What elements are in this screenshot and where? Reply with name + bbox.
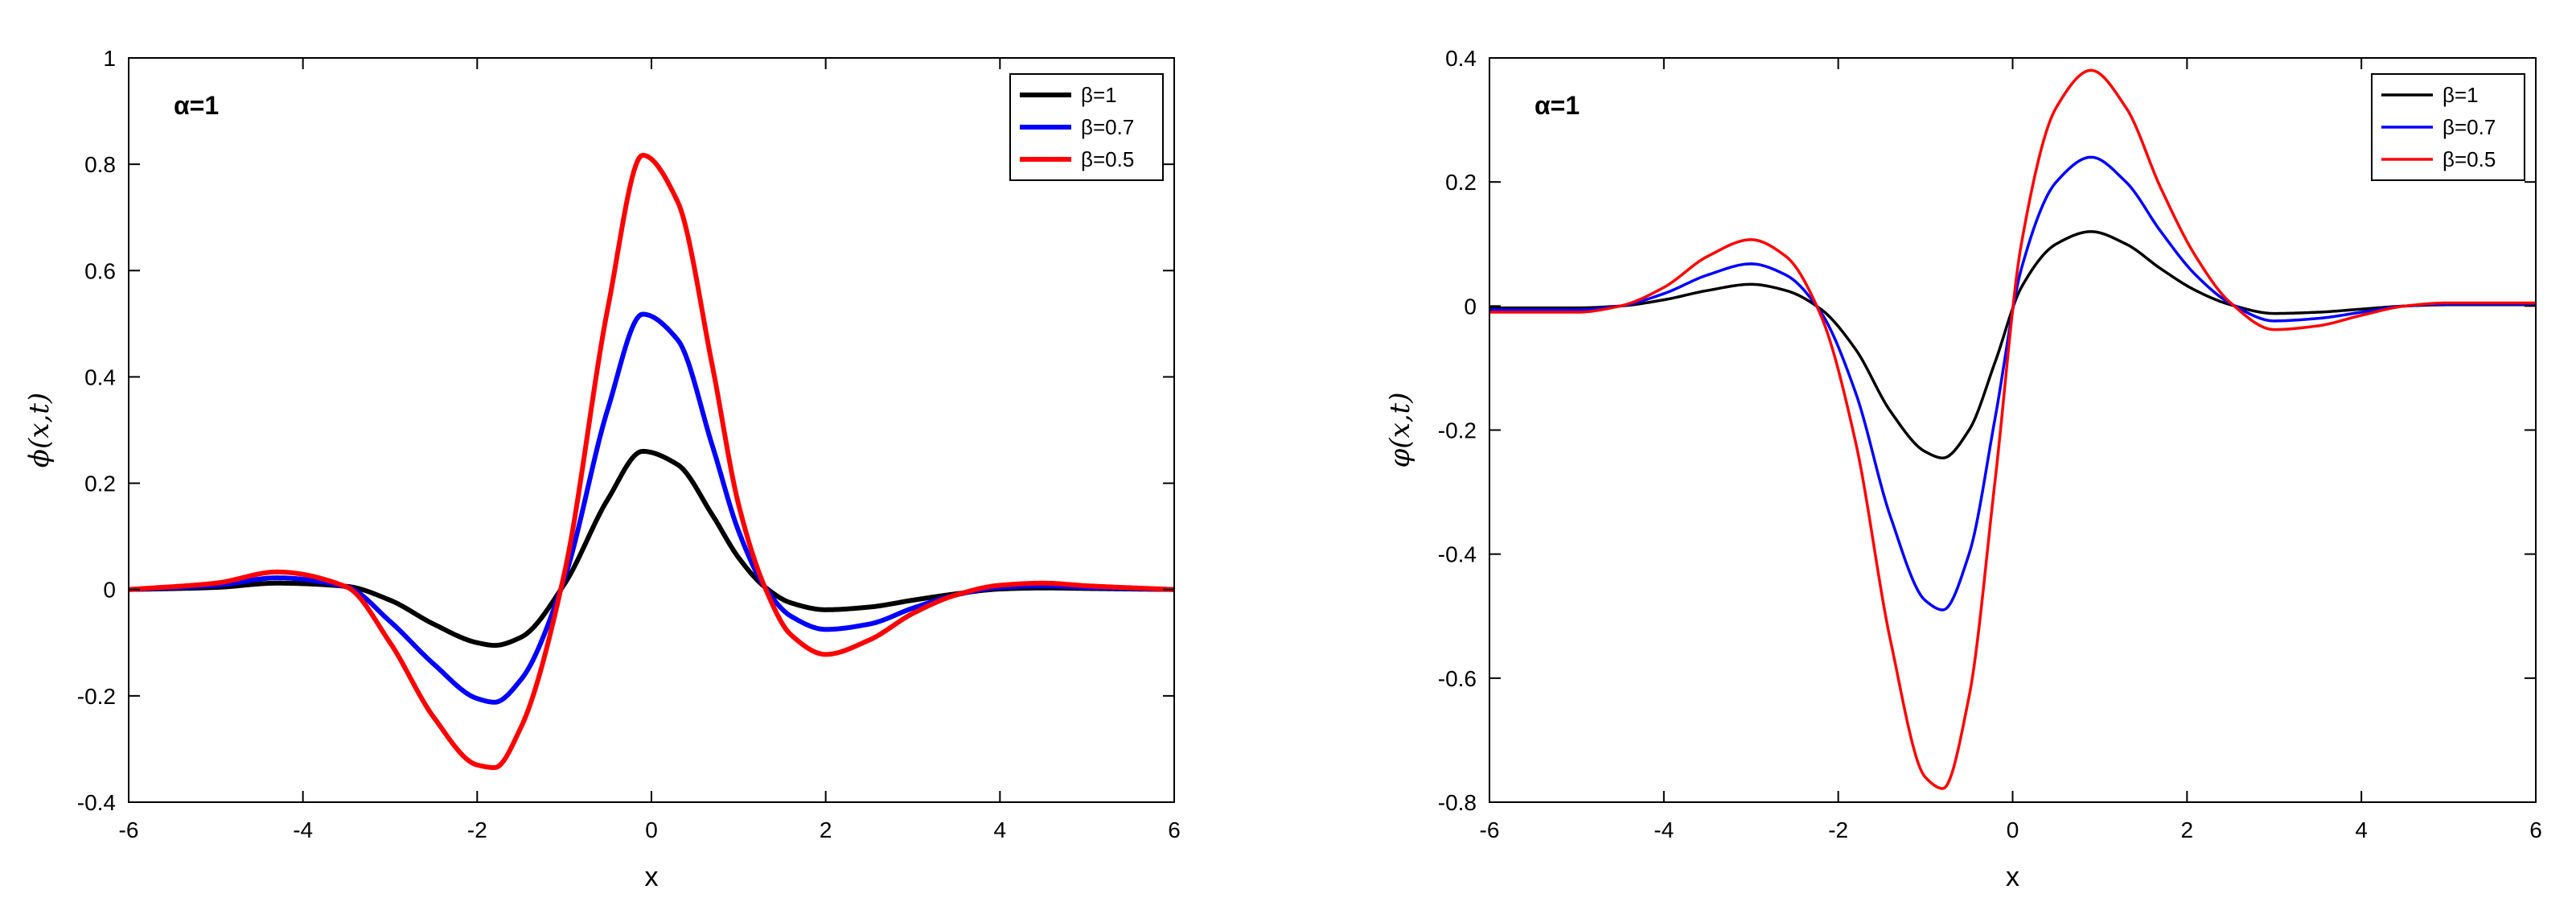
legend: β=1 β=0.7 β=0.5: [1009, 73, 1164, 181]
y-tick-label: 0.4: [1445, 46, 1477, 71]
y-tick-label: 0.6: [84, 258, 116, 283]
alpha-annotation: α=1: [174, 91, 219, 120]
x-tick-label: 2: [2181, 817, 2194, 842]
y-tick-label: -0.6: [1438, 666, 1477, 691]
x-tick-label: 0: [645, 817, 658, 842]
x-tick-label: -4: [293, 817, 313, 842]
y-tick-label: 0.4: [84, 364, 116, 389]
chart-panel-2: -6 -4 -2 0 2 4 6 -0.8 -0.6 -0.4 -0.2 0 0.2 0.4 x φ(x,t)…: [1384, 46, 2542, 892]
series-line-2: [129, 311, 1174, 705]
legend-label-1: β=1: [1081, 83, 1117, 107]
series-line-2: [1489, 155, 2536, 611]
x-tick-label: 0: [2007, 817, 2019, 842]
y-tick-label: 0.2: [84, 471, 116, 496]
series-line-1: [1489, 230, 2536, 459]
series-line-3: [1489, 68, 2536, 790]
y-axis-label: φ(x,t): [1384, 393, 1416, 468]
legend: β=1 β=0.7 β=0.5: [2371, 73, 2525, 181]
y-tick-label: -0.2: [77, 684, 116, 709]
y-tick-label: -0.8: [1438, 790, 1477, 815]
y-tick-label: -0.4: [77, 790, 116, 815]
x-axis-label: x: [645, 862, 659, 892]
series-line-1: [129, 448, 1174, 649]
x-tick-label: -6: [119, 817, 139, 842]
x-tick-label: 6: [2529, 817, 2542, 842]
x-tick-label: 4: [994, 817, 1007, 842]
x-tick-label: -2: [467, 817, 487, 842]
alpha-annotation: α=1: [1535, 91, 1580, 120]
x-tick-label: 6: [1168, 817, 1181, 842]
legend-label-2: β=0.7: [2442, 115, 2496, 139]
series-line-3: [129, 152, 1174, 771]
y-axis-label: ϕ(x,t): [23, 393, 55, 467]
chart-panel-1: -6 -4 -2 0 2 4 6 -0.4 -0.2 0 0.2 0.4 0.6 0.8 1 x ϕ(x,t) α…: [23, 46, 1181, 892]
x-tick-label: -4: [1654, 817, 1674, 842]
y-tick-label: 0: [1464, 294, 1477, 319]
x-tick-label: -2: [1828, 817, 1848, 842]
y-tick-label: 0.8: [84, 152, 116, 177]
y-tick-label: 1: [103, 46, 116, 71]
y-tick-label: -0.2: [1438, 418, 1477, 443]
x-axis-label: x: [2006, 862, 2019, 892]
x-tick-label: 2: [820, 817, 832, 842]
y-tick-label: 0.2: [1445, 170, 1477, 195]
legend-label-3: β=0.5: [2442, 147, 2496, 171]
y-tick-label: 0: [103, 578, 116, 603]
legend-label-3: β=0.5: [1081, 147, 1134, 171]
x-tick-label: 4: [2355, 817, 2368, 842]
legend-label-2: β=0.7: [1081, 115, 1134, 139]
legend-label-1: β=1: [2442, 83, 2479, 107]
x-tick-label: -6: [1480, 817, 1500, 842]
y-tick-label: -0.4: [1438, 542, 1477, 567]
